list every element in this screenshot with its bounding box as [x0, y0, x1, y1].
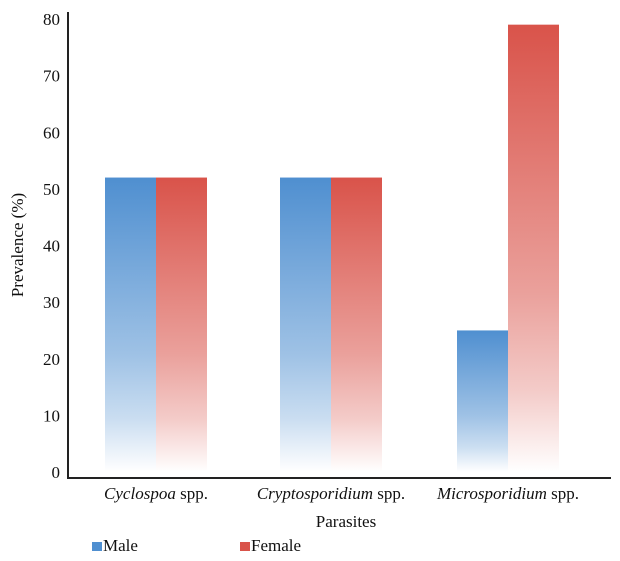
- x-axis-title: Parasites: [316, 512, 376, 531]
- y-tick-label: 70: [43, 67, 60, 86]
- bar-male-3: [457, 330, 508, 472]
- legend: Male Female: [92, 536, 301, 555]
- y-tick-label: 10: [43, 406, 60, 425]
- y-tick-label: 0: [52, 463, 61, 482]
- bar-female-2: [331, 177, 382, 473]
- legend-label-male: Male: [103, 536, 138, 555]
- x-category-label: Cyclospoa spp.: [104, 484, 208, 503]
- bar-male-2: [280, 177, 331, 473]
- y-tick-label: 60: [43, 123, 60, 142]
- legend-label-female: Female: [251, 536, 301, 555]
- y-tick-label: 30: [43, 293, 60, 312]
- legend-swatch-female: [240, 542, 250, 551]
- y-tick-label: 20: [43, 350, 60, 369]
- bar-male-1: [105, 177, 156, 473]
- y-axis-title: Prevalence (%): [8, 193, 27, 297]
- y-tick-label: 40: [43, 237, 60, 256]
- x-category-label: Microsporidium spp.: [436, 484, 579, 503]
- bar-female-1: [156, 177, 207, 473]
- bar-female-3: [508, 24, 559, 472]
- x-category-label: Cryptosporidium spp.: [257, 484, 405, 503]
- y-tick-label: 80: [43, 10, 60, 29]
- y-tick-label: 50: [43, 180, 60, 199]
- legend-swatch-male: [92, 542, 102, 551]
